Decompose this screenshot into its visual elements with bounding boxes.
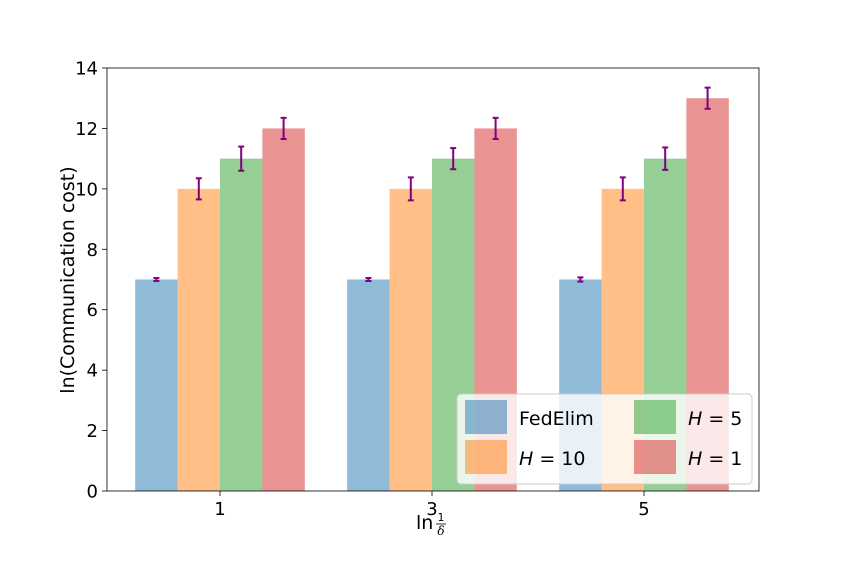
bar-series-3-cat-0: [262, 128, 305, 491]
y-axis: 0 2 4 6 8 10 12 14: [75, 59, 107, 503]
legend-label-0: FedElim: [519, 408, 594, 430]
legend-label-3: H = 1: [688, 448, 742, 470]
y-tick-label: 0: [87, 482, 98, 503]
legend-swatch-3: [634, 440, 676, 474]
bar-series-0-cat-0: [135, 279, 178, 491]
legend-label-2: H = 5: [688, 408, 742, 430]
x-axis-label-frac-den: δ: [437, 524, 444, 538]
y-tick-label: 4: [87, 361, 98, 382]
x-axis-label-ln: ln: [416, 512, 433, 534]
x-tick-label: 3: [426, 499, 437, 520]
y-axis-label: ln(Communication cost): [57, 166, 79, 393]
bar-series-0-cat-1: [347, 279, 390, 491]
legend-label-value: = 10: [533, 448, 585, 470]
y-tick-label: 10: [75, 179, 98, 200]
legend-box: [456, 393, 753, 485]
bars-layer: [135, 98, 729, 491]
error-bars-layer: [153, 86, 711, 283]
legend-label-value: = 5: [702, 408, 742, 430]
y-tick-label: 12: [75, 119, 98, 140]
x-axis-label: ln 1 δ: [416, 511, 446, 538]
legend-label-value: = 1: [702, 448, 742, 470]
bar-series-1-cat-1: [389, 188, 432, 491]
legend-swatch-2: [634, 400, 676, 434]
x-axis: 1 3 5: [214, 491, 650, 520]
x-tick-label: 1: [214, 499, 225, 520]
y-tick-label: 8: [87, 240, 98, 261]
legend-label-1: H = 10: [519, 448, 585, 470]
x-tick-label: 5: [638, 499, 649, 520]
x-axis-label-frac-num: 1: [438, 511, 445, 524]
legend-label-var: H: [519, 448, 533, 470]
legend-label-var: H: [688, 448, 702, 470]
legend-label-var: H: [688, 408, 702, 430]
y-tick-label: 6: [87, 300, 98, 321]
plot-frame: [106, 67, 760, 492]
bar-series-1-cat-0: [177, 188, 220, 491]
y-tick-label: 14: [75, 59, 98, 80]
y-tick-label: 2: [87, 421, 98, 442]
bar-series-2-cat-0: [220, 158, 263, 491]
legend-swatch-0: [465, 400, 507, 434]
legend-swatch-1: [465, 440, 507, 474]
